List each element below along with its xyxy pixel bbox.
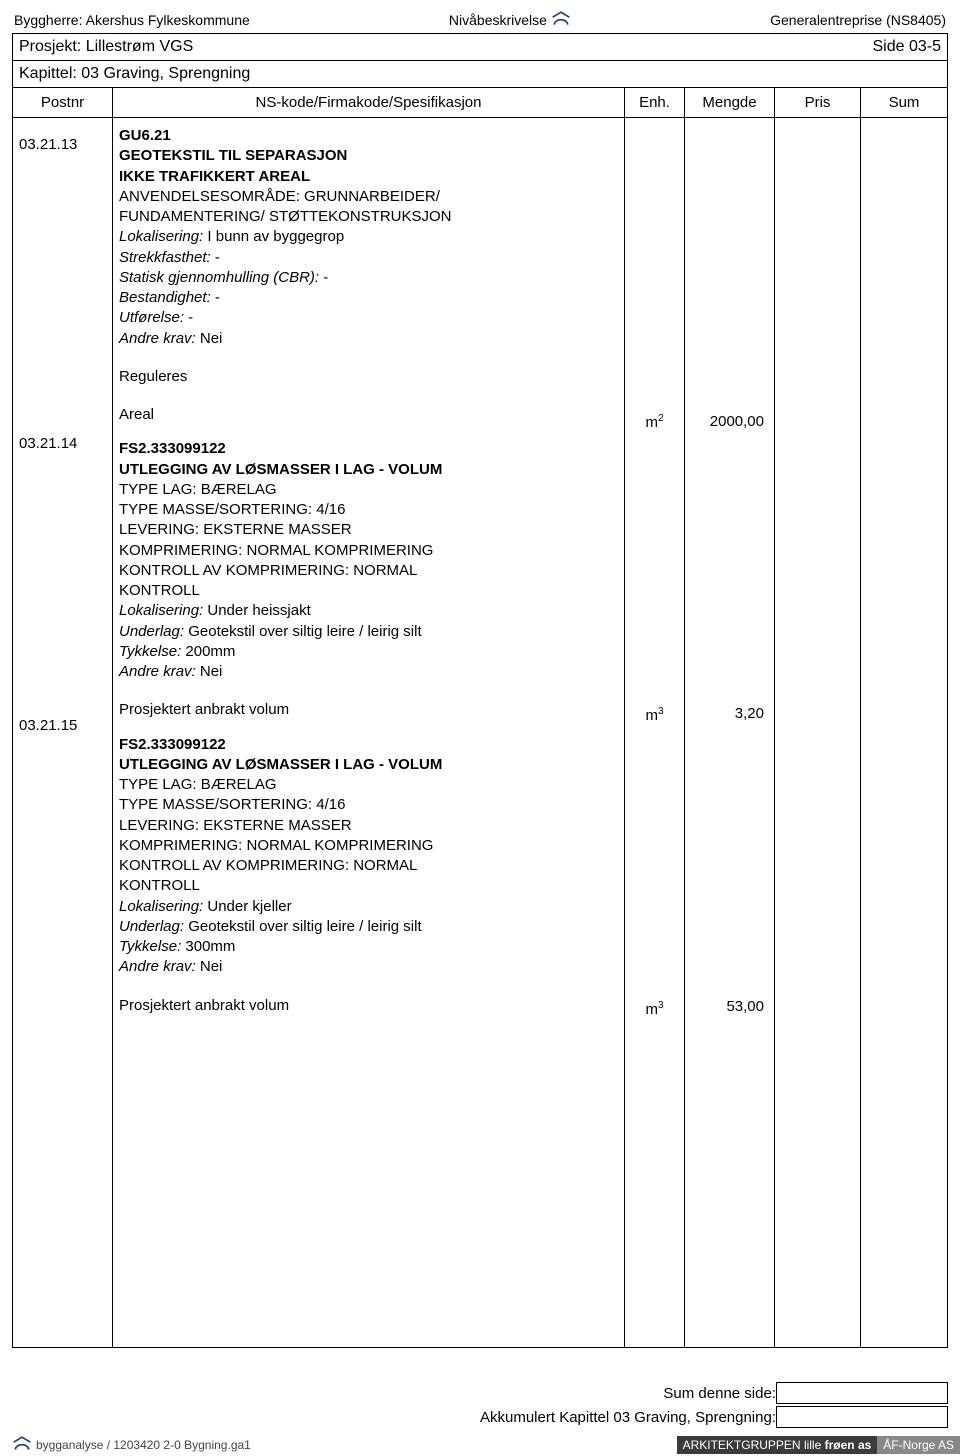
project-row: Prosjekt: Lillestrøm VGS Side 03-5 xyxy=(12,33,948,61)
footer-badge-prefix: ARKITEKTGRUPPEN xyxy=(683,1438,804,1452)
sum-side-box xyxy=(776,1382,948,1404)
table-head: Postnr NS-kode/Firmakode/Spesifikasjon E… xyxy=(12,88,948,118)
col-body-spec: GU6.21GEOTEKSTIL TIL SEPARASJONIKKE TRAF… xyxy=(113,118,625,1347)
chapter-label: Kapittel: 03 Graving, Sprengning xyxy=(19,65,250,82)
col-body-sum xyxy=(861,118,947,1347)
footer-left: bygganalyse / 1203420 2-0 Bygning.ga1 xyxy=(12,1435,251,1454)
footer-badge-arkitekt: ARKITEKTGRUPPEN lille frøen as xyxy=(677,1436,878,1454)
col-header-enh: Enh. xyxy=(625,88,685,117)
sum-akk-label: Akkumulert Kapittel 03 Graving, Sprengni… xyxy=(480,1409,776,1426)
footer: bygganalyse / 1203420 2-0 Bygning.ga1 AR… xyxy=(12,1435,960,1454)
footer-right: ARKITEKTGRUPPEN lille frøen as ÅF-Norge … xyxy=(677,1436,960,1454)
footer-badge-lille: lille xyxy=(804,1438,825,1452)
col-header-sum: Sum xyxy=(861,88,947,117)
col-body-pris xyxy=(775,118,861,1347)
sum-side-row: Sum denne side: xyxy=(12,1382,948,1404)
unit-value: m2 xyxy=(631,413,678,431)
chapter-row: Kapittel: 03 Graving, Sprengning xyxy=(12,61,948,88)
col-body-postnr: 03.21.13 03.21.14 03.21.15 xyxy=(13,118,113,1347)
footer-left-text: bygganalyse / 1203420 2-0 Bygning.ga1 xyxy=(36,1438,251,1452)
project-label: Prosjekt: Lillestrøm VGS xyxy=(19,38,193,56)
col-header-spec: NS-kode/Firmakode/Spesifikasjon xyxy=(113,88,625,117)
footer-logo-icon xyxy=(12,1435,32,1454)
sum-akk-box xyxy=(776,1406,948,1428)
header-right: Generalentreprise (NS8405) xyxy=(770,12,946,28)
spec-entry: FS2.333099122UTLEGGING AV LØSMASSER I LA… xyxy=(119,735,618,1016)
unit-value: m3 xyxy=(631,706,678,724)
header-center-text: Nivåbeskrivelse xyxy=(449,12,547,28)
col-body-mengde: 2000,00 3,20 53,00 xyxy=(685,118,775,1347)
postnr-value: 03.21.14 xyxy=(19,433,106,452)
header-center: Nivåbeskrivelse xyxy=(449,10,571,29)
table-body: 03.21.13 03.21.14 03.21.15 GU6.21GEOTEKSTI… xyxy=(12,118,948,1348)
mengde-value: 2000,00 xyxy=(691,413,768,430)
col-header-postnr: Postnr xyxy=(13,88,113,117)
project-page: Side 03-5 xyxy=(873,38,942,56)
sum-side-label: Sum denne side: xyxy=(663,1385,776,1402)
col-header-pris: Pris xyxy=(775,88,861,117)
spec-entry: GU6.21GEOTEKSTIL TIL SEPARASJONIKKE TRAF… xyxy=(119,126,618,425)
unit-value: m3 xyxy=(631,1000,678,1018)
mengde-value: 3,20 xyxy=(691,705,768,722)
spec-entry: FS2.333099122UTLEGGING AV LØSMASSER I LA… xyxy=(119,439,618,720)
postnr-value: 03.21.15 xyxy=(19,715,106,734)
footer-badge-froen: frøen as xyxy=(825,1438,872,1452)
page: Byggherre: Akershus Fylkeskommune Nivåbe… xyxy=(0,0,960,1456)
logo-icon xyxy=(551,10,571,29)
postnr-value: 03.21.13 xyxy=(19,134,106,153)
mengde-value: 53,00 xyxy=(691,998,768,1015)
col-body-enh: m2 m3 m3 xyxy=(625,118,685,1347)
doc-header: Byggherre: Akershus Fylkeskommune Nivåbe… xyxy=(12,10,948,33)
sum-akk-row: Akkumulert Kapittel 03 Graving, Sprengni… xyxy=(12,1406,948,1428)
header-left: Byggherre: Akershus Fylkeskommune xyxy=(14,12,250,28)
bottom-sums: Sum denne side: Akkumulert Kapittel 03 G… xyxy=(12,1382,948,1430)
footer-badge-af: ÅF-Norge AS xyxy=(877,1436,960,1454)
col-header-mengde: Mengde xyxy=(685,88,775,117)
